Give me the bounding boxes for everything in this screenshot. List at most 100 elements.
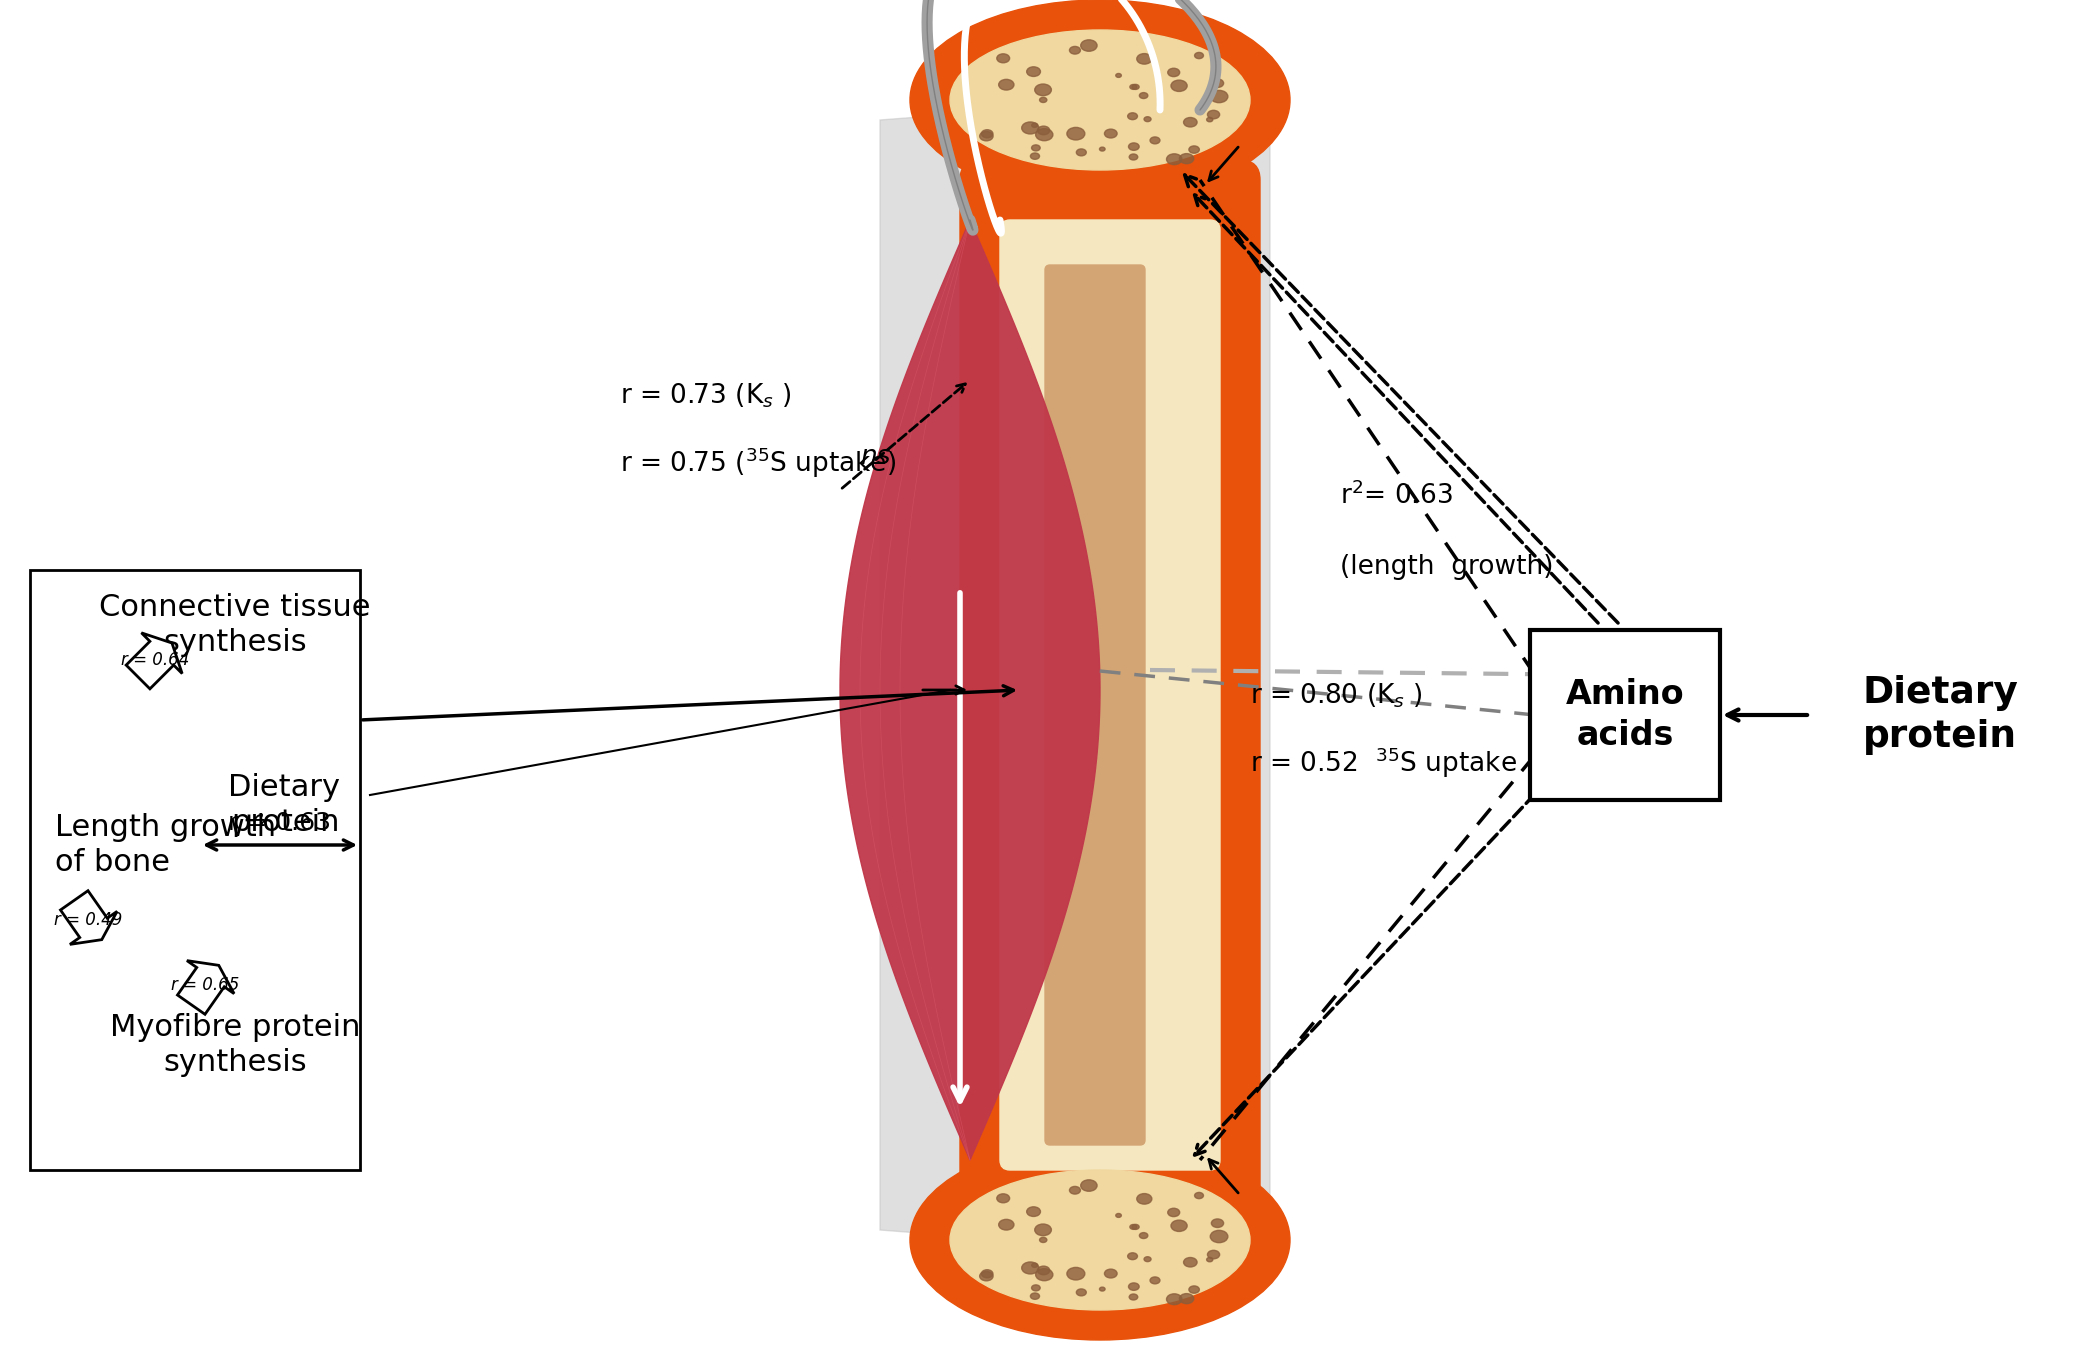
- Ellipse shape: [1067, 1268, 1086, 1280]
- Ellipse shape: [1144, 1257, 1151, 1262]
- Ellipse shape: [1207, 1257, 1213, 1262]
- Ellipse shape: [1132, 1224, 1140, 1230]
- Ellipse shape: [1180, 154, 1195, 163]
- Ellipse shape: [1130, 154, 1138, 161]
- Polygon shape: [841, 220, 1100, 1160]
- Ellipse shape: [1077, 1289, 1086, 1296]
- Ellipse shape: [1040, 1238, 1046, 1242]
- Ellipse shape: [1031, 1264, 1038, 1268]
- Ellipse shape: [1211, 1219, 1224, 1227]
- FancyBboxPatch shape: [29, 570, 360, 1170]
- Ellipse shape: [910, 0, 1291, 200]
- Ellipse shape: [1140, 93, 1149, 99]
- Ellipse shape: [1036, 84, 1052, 96]
- Polygon shape: [178, 961, 234, 1014]
- Text: Amino
acids: Amino acids: [1565, 678, 1684, 752]
- Ellipse shape: [1151, 136, 1159, 144]
- Ellipse shape: [1115, 1214, 1121, 1218]
- Ellipse shape: [1021, 1262, 1040, 1274]
- Ellipse shape: [1128, 1253, 1138, 1260]
- FancyBboxPatch shape: [1000, 220, 1220, 1170]
- Ellipse shape: [1040, 97, 1046, 103]
- Ellipse shape: [1144, 116, 1151, 122]
- Ellipse shape: [1069, 46, 1079, 54]
- Ellipse shape: [998, 1219, 1015, 1230]
- Ellipse shape: [1130, 85, 1136, 89]
- Ellipse shape: [1036, 1224, 1052, 1235]
- Ellipse shape: [1207, 111, 1220, 119]
- Ellipse shape: [1211, 90, 1228, 103]
- Ellipse shape: [981, 130, 994, 138]
- Ellipse shape: [1031, 153, 1040, 159]
- Ellipse shape: [1136, 1193, 1153, 1204]
- Ellipse shape: [1140, 1233, 1149, 1238]
- Text: Connective tissue
synthesis: Connective tissue synthesis: [98, 593, 370, 657]
- Ellipse shape: [1082, 39, 1096, 51]
- Ellipse shape: [1188, 146, 1199, 154]
- Ellipse shape: [996, 1193, 1010, 1203]
- Ellipse shape: [1105, 130, 1117, 138]
- Ellipse shape: [1172, 80, 1186, 92]
- Ellipse shape: [1067, 127, 1086, 140]
- Text: r = 0.65: r = 0.65: [172, 976, 238, 994]
- Ellipse shape: [1151, 1277, 1159, 1284]
- Polygon shape: [61, 891, 117, 945]
- Ellipse shape: [1128, 1282, 1140, 1291]
- Ellipse shape: [1180, 1293, 1195, 1304]
- Text: r$^2$= 0.63: r$^2$= 0.63: [1341, 482, 1452, 510]
- FancyBboxPatch shape: [1046, 265, 1144, 1145]
- Text: r = 0.64: r = 0.64: [121, 651, 188, 670]
- Ellipse shape: [1132, 85, 1140, 89]
- Ellipse shape: [979, 131, 994, 140]
- Ellipse shape: [1167, 1208, 1180, 1216]
- Ellipse shape: [1184, 117, 1197, 127]
- Text: r = 0.49: r = 0.49: [54, 911, 121, 929]
- Text: r = 0.63: r = 0.63: [228, 811, 331, 836]
- Ellipse shape: [950, 1170, 1251, 1310]
- Ellipse shape: [1211, 1230, 1228, 1242]
- Text: r = 0.52  $^{35}$S uptake: r = 0.52 $^{35}$S uptake: [1251, 745, 1517, 780]
- Ellipse shape: [1077, 148, 1086, 155]
- Ellipse shape: [1211, 78, 1224, 88]
- Ellipse shape: [996, 54, 1010, 63]
- Ellipse shape: [1036, 128, 1052, 140]
- Ellipse shape: [1184, 1257, 1197, 1266]
- Ellipse shape: [1207, 117, 1213, 121]
- Ellipse shape: [1036, 1269, 1052, 1281]
- Ellipse shape: [1167, 1293, 1182, 1304]
- Ellipse shape: [1207, 1250, 1220, 1258]
- Ellipse shape: [1027, 1207, 1040, 1216]
- Ellipse shape: [1195, 53, 1203, 58]
- Ellipse shape: [1128, 143, 1140, 150]
- Ellipse shape: [1031, 123, 1038, 127]
- Ellipse shape: [979, 1272, 994, 1281]
- Ellipse shape: [1128, 113, 1138, 120]
- Text: r = 0.80 (K$_s$ ): r = 0.80 (K$_s$ ): [1251, 682, 1423, 710]
- Ellipse shape: [1038, 1266, 1050, 1274]
- Text: r = 0.73 (K$_s$ ): r = 0.73 (K$_s$ ): [619, 382, 791, 410]
- Ellipse shape: [1195, 1192, 1203, 1199]
- Ellipse shape: [1115, 73, 1121, 77]
- Text: Myofibre protein
synthesis: Myofibre protein synthesis: [109, 1012, 360, 1077]
- Ellipse shape: [1130, 1224, 1136, 1230]
- Ellipse shape: [1100, 147, 1105, 151]
- Ellipse shape: [910, 1139, 1291, 1341]
- Ellipse shape: [1100, 1287, 1105, 1291]
- Ellipse shape: [1069, 1187, 1079, 1195]
- Ellipse shape: [1031, 144, 1040, 151]
- Ellipse shape: [1188, 1287, 1199, 1293]
- Text: r = 0.75 ($^{35}$S uptake): r = 0.75 ($^{35}$S uptake): [619, 446, 895, 481]
- Ellipse shape: [1136, 54, 1153, 65]
- Ellipse shape: [1031, 1285, 1040, 1291]
- Text: Length growth
of bone: Length growth of bone: [54, 813, 276, 878]
- Text: (length  growth): (length growth): [1341, 554, 1554, 580]
- Ellipse shape: [1105, 1269, 1117, 1278]
- Polygon shape: [126, 633, 182, 688]
- Ellipse shape: [1031, 1293, 1040, 1299]
- Text: Dietary
protein: Dietary protein: [1862, 675, 2019, 755]
- Ellipse shape: [998, 80, 1015, 90]
- Ellipse shape: [1167, 69, 1180, 77]
- FancyBboxPatch shape: [960, 161, 1259, 1210]
- Ellipse shape: [1021, 122, 1040, 134]
- Ellipse shape: [981, 1270, 994, 1278]
